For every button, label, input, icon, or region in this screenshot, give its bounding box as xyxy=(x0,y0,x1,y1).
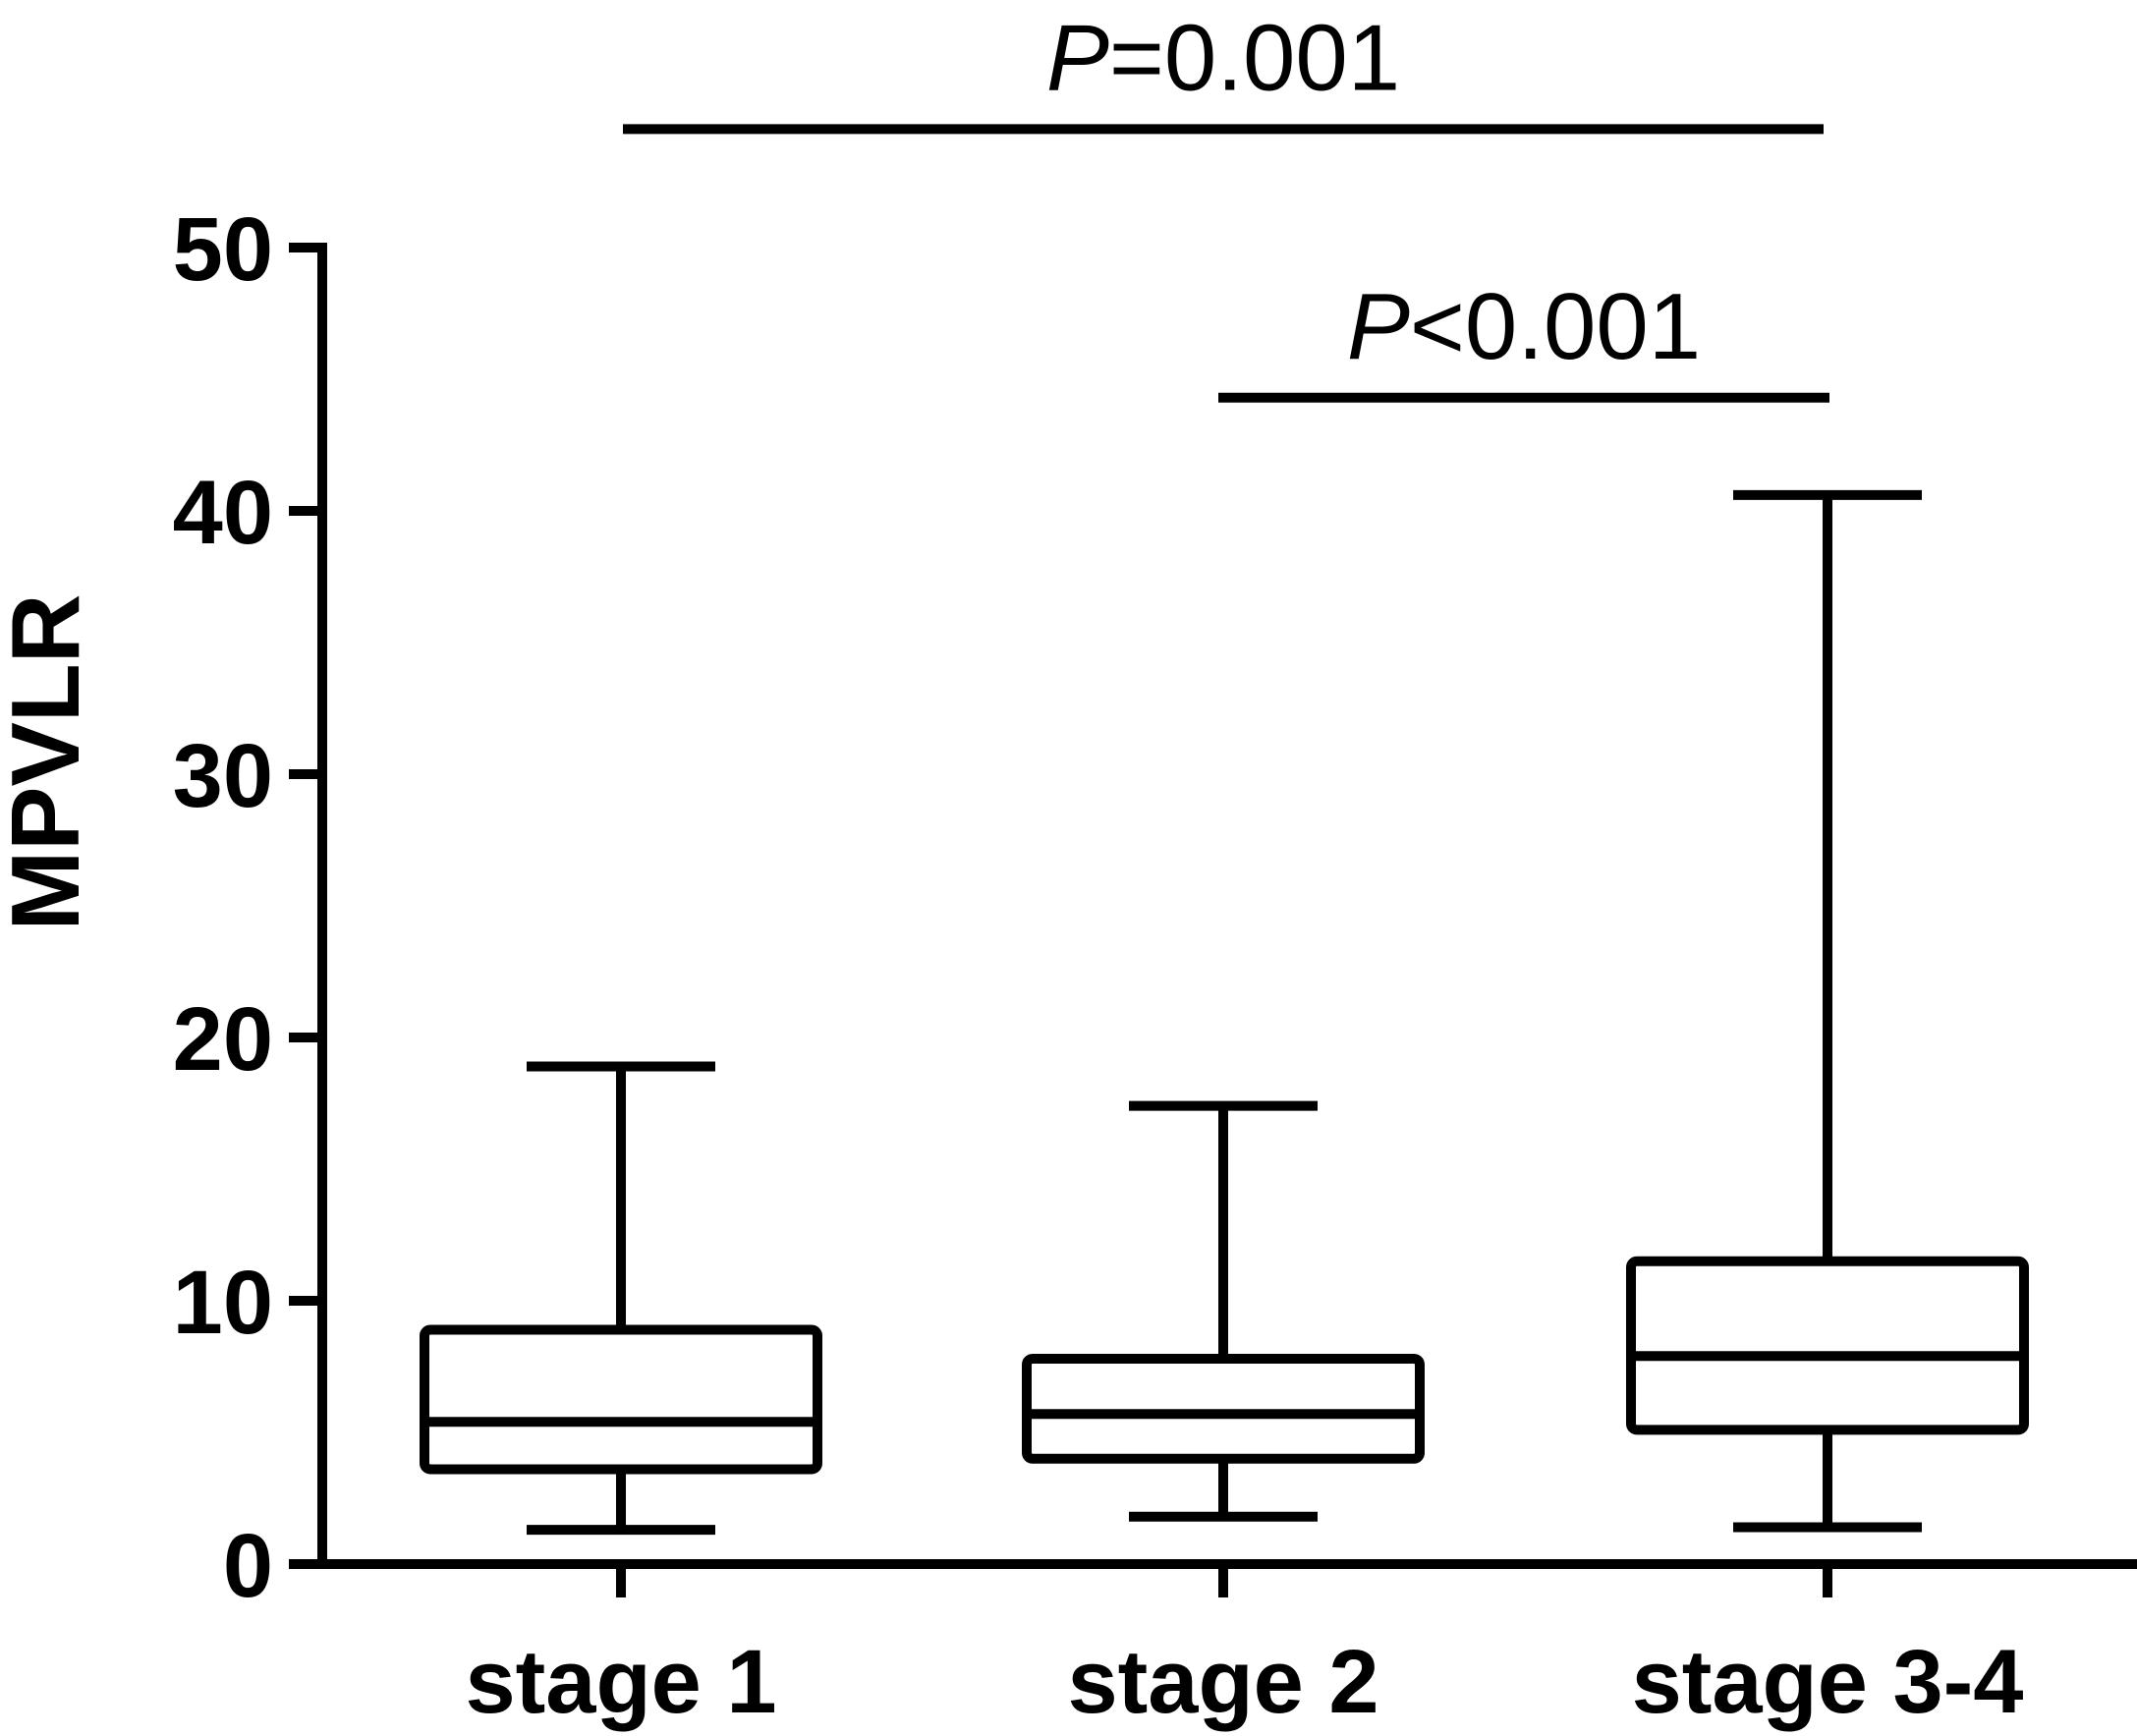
y-tick-label: 50 xyxy=(173,199,273,300)
significance-annotations: P=0.001 P<0.001 xyxy=(623,5,1829,403)
y-axis-title: MPVLR xyxy=(0,594,99,931)
x-category-label: stage 1 xyxy=(465,1632,776,1732)
x-category-label: stage 2 xyxy=(1067,1632,1378,1732)
y-ticks: 0 10 20 30 40 50 stage 1 stage 2 stage 3-4 xyxy=(173,199,2024,1732)
iqr-box xyxy=(1022,1353,1425,1464)
box-2 xyxy=(1022,1100,1425,1522)
p-value-label: P<0.001 xyxy=(1347,274,1701,379)
x-category-label: stage 3-4 xyxy=(1632,1632,2024,1732)
y-tick-label: 0 xyxy=(223,1516,273,1616)
iqr-box xyxy=(420,1324,822,1475)
y-tick-label: 40 xyxy=(173,463,273,563)
y-tick-label: 30 xyxy=(173,726,273,826)
y-tick-label: 10 xyxy=(173,1253,273,1353)
box-1 xyxy=(420,1061,822,1536)
iqr-box xyxy=(1626,1256,2029,1435)
boxes xyxy=(420,489,2029,1536)
box-3 xyxy=(1626,489,2029,1533)
p-value-label: P=0.001 xyxy=(1046,5,1400,110)
y-tick-label: 20 xyxy=(173,989,273,1090)
